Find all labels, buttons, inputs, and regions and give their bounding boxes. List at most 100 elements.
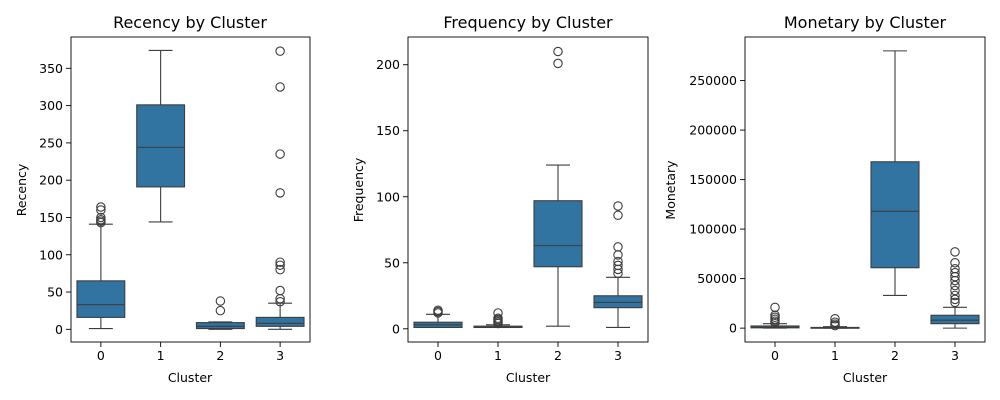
monetary-y-tick-label: 100000 xyxy=(689,222,737,237)
recency-x-tick-label: 3 xyxy=(276,348,284,363)
recency-y-tick-label: 100 xyxy=(39,247,63,262)
outlier-point xyxy=(770,302,780,313)
outlier-point xyxy=(613,256,623,267)
monetary-x-tick-label: 2 xyxy=(891,348,899,363)
outlier-point xyxy=(553,58,563,69)
outlier-point xyxy=(493,313,503,323)
outlier-point xyxy=(950,263,960,274)
frequency-x-tick-label: 0 xyxy=(434,348,442,363)
outlier-point xyxy=(96,202,106,212)
outlier-point xyxy=(830,317,840,327)
outlier-point xyxy=(96,214,106,225)
outlier-point xyxy=(613,201,623,211)
monetary-box-cluster-3 xyxy=(930,247,980,329)
outlier-point xyxy=(950,290,960,301)
monetary-y-axis-label: Monetary xyxy=(663,160,678,220)
frequency-x-tick-label: 1 xyxy=(494,348,502,363)
recency-axes-frame xyxy=(70,36,311,343)
outlier-point xyxy=(613,242,623,252)
outlier-point xyxy=(613,260,623,271)
recency-y-tick-label: 300 xyxy=(39,98,63,113)
iqr-box xyxy=(76,280,126,318)
recency-box-cluster-1 xyxy=(136,49,186,223)
recency-y-tick-label: 150 xyxy=(39,210,63,225)
outlier-point xyxy=(950,267,960,278)
frequency-axes-frame xyxy=(407,36,649,343)
iqr-box xyxy=(255,316,305,327)
recency-x-tick-label: 2 xyxy=(216,348,224,363)
recency-box-cluster-0 xyxy=(76,202,126,330)
monetary-box-cluster-1 xyxy=(810,313,860,331)
iqr-box xyxy=(195,322,245,330)
recency-x-tick-label: 1 xyxy=(157,348,165,363)
iqr-box xyxy=(870,161,920,269)
monetary-x-tick-label: 3 xyxy=(951,348,959,363)
outlier-point xyxy=(275,149,285,159)
frequency-y-tick-label: 0 xyxy=(392,321,400,336)
iqr-box xyxy=(593,295,643,309)
recency-x-tick-label: 0 xyxy=(97,348,105,363)
recency-x-axis-label: Cluster xyxy=(168,370,213,385)
outlier-point xyxy=(96,212,106,223)
outlier-point xyxy=(553,46,563,57)
outlier-point xyxy=(275,264,285,275)
frequency-box-cluster-1 xyxy=(473,308,523,329)
frequency-x-axis-label: Cluster xyxy=(506,370,551,385)
outlier-point xyxy=(275,285,285,296)
recency-y-tick-label: 50 xyxy=(47,285,63,300)
monetary-box-cluster-2 xyxy=(870,50,920,297)
monetary-box-cluster-0 xyxy=(750,302,800,329)
outlier-point xyxy=(950,258,960,268)
outlier-point xyxy=(433,305,443,316)
frequency-y-tick-label: 200 xyxy=(376,57,400,72)
recency-y-tick-label: 0 xyxy=(55,322,63,337)
outlier-point xyxy=(275,257,285,267)
outlier-point xyxy=(275,82,285,92)
frequency-y-tick-label: 100 xyxy=(376,189,400,204)
monetary-panel: Monetary by Cluster Cluster Monetary 0 50… xyxy=(663,13,986,385)
outlier-point xyxy=(275,260,285,270)
monetary-x-tick-label: 0 xyxy=(771,348,779,363)
outlier-point xyxy=(950,297,960,308)
monetary-axes-frame xyxy=(744,36,986,343)
recency-y-tick-label: 350 xyxy=(39,61,63,76)
frequency-box-cluster-2 xyxy=(533,46,583,327)
recency-box-cluster-2 xyxy=(195,296,245,330)
monetary-y-tick-label: 150000 xyxy=(689,172,737,187)
iqr-box xyxy=(930,314,980,325)
recency-y-tick-label: 250 xyxy=(39,135,63,150)
outlier-point xyxy=(275,296,285,307)
outlier-point xyxy=(950,280,960,291)
frequency-box-cluster-3 xyxy=(593,201,643,329)
outlier-point xyxy=(215,305,226,316)
recency-box-cluster-3 xyxy=(255,46,305,330)
iqr-box xyxy=(533,200,583,268)
monetary-x-tick-label: 1 xyxy=(831,348,839,363)
monetary-y-tick-label: 50000 xyxy=(697,271,737,286)
frequency-x-tick-label: 2 xyxy=(554,348,562,363)
monetary-x-axis-label: Cluster xyxy=(843,370,888,385)
frequency-x-tick-label: 3 xyxy=(614,348,622,363)
outlier-point xyxy=(950,247,960,257)
monetary-title: Monetary by Cluster xyxy=(784,13,947,32)
frequency-y-tick-label: 150 xyxy=(376,123,400,138)
outlier-point xyxy=(830,313,840,324)
outlier-point xyxy=(215,296,226,306)
outlier-point xyxy=(613,210,623,220)
frequency-title: Frequency by Cluster xyxy=(443,13,613,32)
monetary-y-tick-label: 0 xyxy=(729,321,737,336)
frequency-y-axis-label: Frequency xyxy=(351,157,366,222)
iqr-box xyxy=(136,104,186,188)
recency-panel: Recency by Cluster Cluster Recency 05010… xyxy=(14,13,311,385)
outlier-point xyxy=(493,308,503,318)
monetary-y-tick-label: 250000 xyxy=(689,73,737,88)
outlier-point xyxy=(96,205,106,215)
recency-y-tick-label: 200 xyxy=(39,173,63,188)
recency-y-axis-label: Recency xyxy=(14,163,29,216)
frequency-box-cluster-0 xyxy=(413,305,463,329)
outlier-point xyxy=(275,46,285,56)
outlier-point xyxy=(950,285,960,296)
recency-title: Recency by Cluster xyxy=(113,13,267,32)
monetary-y-tick-label: 200000 xyxy=(689,123,737,138)
